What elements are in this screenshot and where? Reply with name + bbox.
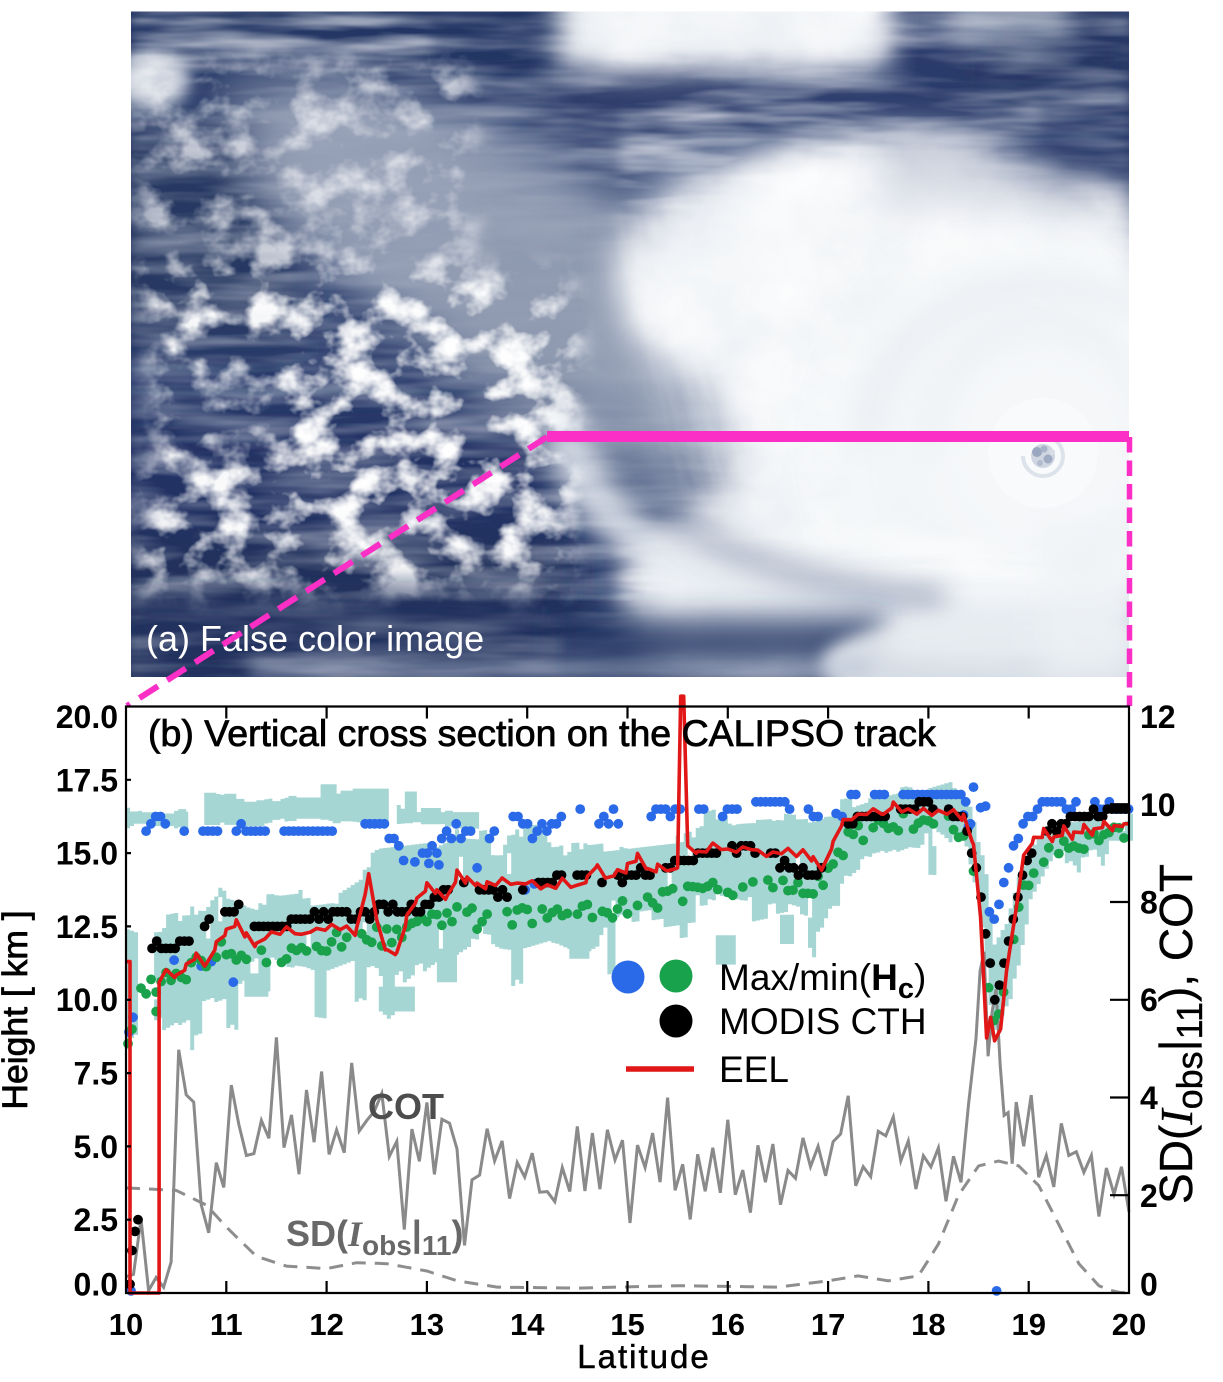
svg-text:Height [ km ]: Height [ km ]	[0, 910, 35, 1109]
svg-text:8: 8	[1140, 885, 1158, 921]
svg-text:Max/min(Hc): Max/min(Hc)	[719, 957, 926, 1005]
svg-text:13: 13	[410, 1307, 444, 1342]
svg-text:17: 17	[811, 1307, 845, 1342]
svg-text:4: 4	[1140, 1080, 1158, 1116]
svg-text:19: 19	[1011, 1307, 1045, 1342]
svg-text:2: 2	[1140, 1178, 1158, 1214]
svg-text:EEL: EEL	[719, 1049, 789, 1090]
svg-text:(a) False color image: (a) False color image	[146, 618, 484, 659]
svg-text:Latitude: Latitude	[577, 1338, 710, 1375]
svg-text:SD(Iobs|11), COT: SD(Iobs|11), COT	[1150, 864, 1210, 1204]
svg-text:15: 15	[610, 1307, 644, 1342]
svg-text:11: 11	[210, 1307, 243, 1342]
svg-text:(b) Vertical cross section on: (b) Vertical cross section on the CALIPS…	[148, 712, 936, 754]
svg-text:14: 14	[510, 1307, 545, 1342]
svg-text:COT: COT	[368, 1086, 444, 1127]
svg-text:16: 16	[711, 1307, 745, 1342]
svg-text:0: 0	[1140, 1267, 1158, 1303]
svg-text:12: 12	[309, 1307, 343, 1342]
svg-text:7.5: 7.5	[74, 1056, 118, 1092]
svg-text:6: 6	[1140, 982, 1158, 1018]
svg-text:18: 18	[911, 1307, 945, 1342]
svg-text:17.5: 17.5	[56, 762, 118, 798]
svg-text:10.0: 10.0	[56, 982, 118, 1018]
svg-text:20.0: 20.0	[56, 699, 118, 735]
svg-text:MODIS CTH: MODIS CTH	[719, 1001, 927, 1042]
svg-text:10: 10	[1140, 787, 1176, 823]
svg-text:15.0: 15.0	[56, 836, 118, 872]
svg-text:12.5: 12.5	[56, 909, 118, 945]
svg-text:12: 12	[1140, 699, 1176, 735]
svg-text:20: 20	[1112, 1307, 1146, 1342]
svg-text:10: 10	[109, 1307, 143, 1342]
svg-text:5.0: 5.0	[74, 1129, 118, 1165]
svg-text:0.0: 0.0	[74, 1267, 118, 1303]
svg-text:2.5: 2.5	[74, 1202, 118, 1238]
